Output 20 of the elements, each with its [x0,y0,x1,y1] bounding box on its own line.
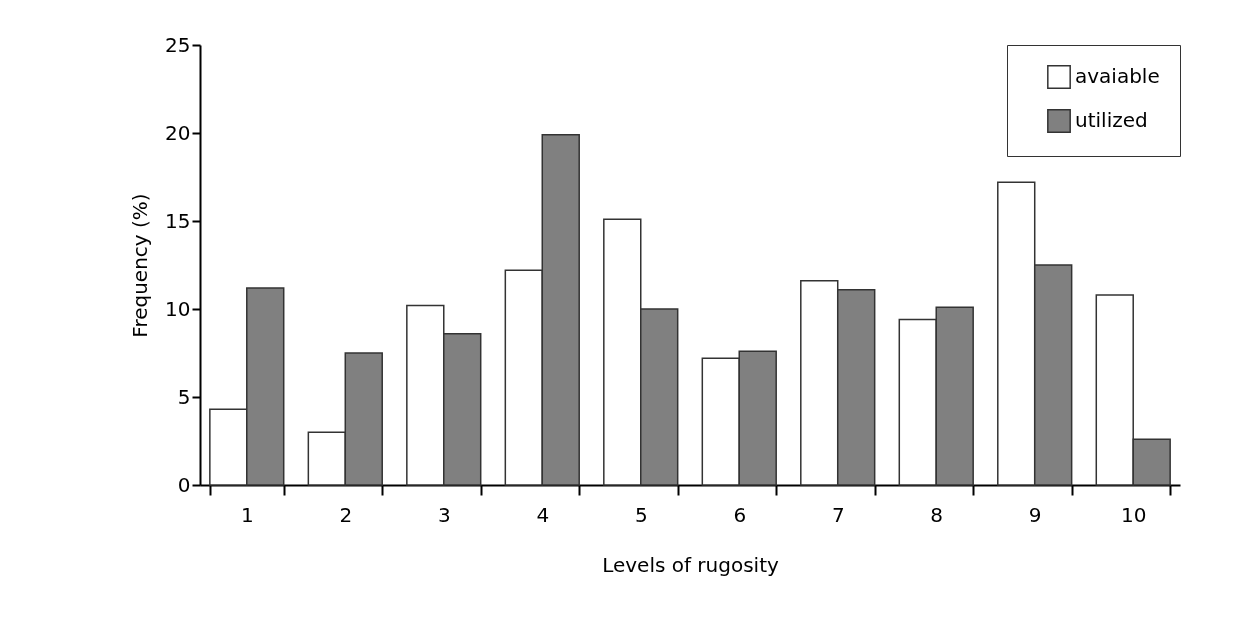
x-tick-label: 3 [437,502,451,527]
y-tick-label: 5 [177,384,191,409]
y-tick-label: 10 [165,296,191,321]
x-tick-label: 6 [733,502,747,527]
y-tick-label: 20 [165,120,191,145]
legend-label: avaiable [1075,64,1160,88]
x-tick-label: 10 [1120,502,1147,527]
x-tick-label: 1 [240,502,254,527]
x-tick-label: 4 [536,502,550,527]
y-tick-label: 25 [165,32,191,57]
x-tick-label: 5 [634,502,648,527]
x-tick-label: 8 [930,502,944,527]
x-tick-label: 9 [1028,502,1042,527]
x-tick-label: 2 [339,502,353,527]
y-axis-title: Frequency (%) [128,193,153,338]
legend-label: utilized [1075,108,1148,132]
x-tick-label: 7 [831,502,845,527]
x-axis-title: Levels of rugosity [602,552,779,577]
y-tick-label: 0 [177,472,191,497]
y-tick-label: 15 [165,208,191,233]
